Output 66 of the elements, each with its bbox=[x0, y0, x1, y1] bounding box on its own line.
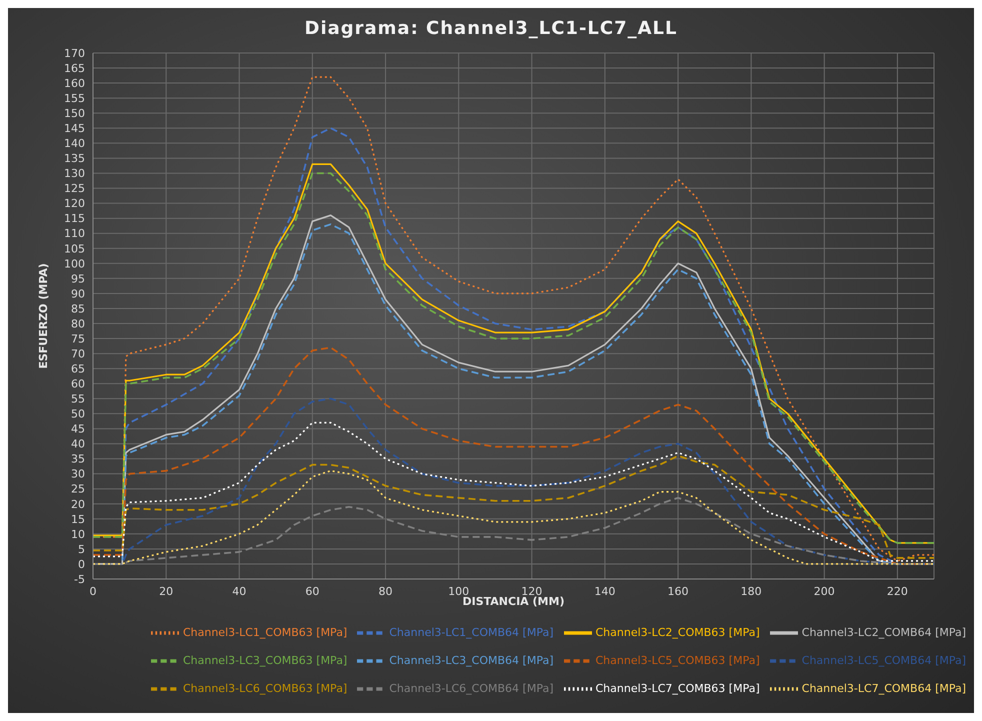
y-tick-label: 15 bbox=[71, 512, 85, 526]
legend-label: Channel3-LC7_COMB63 [MPa] bbox=[596, 682, 760, 696]
y-tick-label: 115 bbox=[64, 212, 85, 226]
y-tick-label: 145 bbox=[64, 122, 85, 136]
chart-title: Diagrama: Channel3_LC1-LC7_ALL bbox=[304, 18, 678, 39]
x-tick-label: 20 bbox=[159, 584, 174, 598]
legend-label: Channel3-LC3_COMB64 [MPa] bbox=[389, 654, 554, 668]
y-tick-label: 60 bbox=[71, 378, 85, 391]
y-tick-label: 45 bbox=[71, 422, 85, 436]
y-tick-label: 5 bbox=[78, 542, 85, 556]
y-tick-label: 160 bbox=[64, 76, 85, 90]
y-tick-label: 80 bbox=[71, 317, 85, 330]
y-tick-label: 10 bbox=[71, 528, 85, 541]
legend-label: Channel3-LC5_COMB63 [MPa] bbox=[596, 654, 760, 668]
y-tick-label: 0 bbox=[78, 558, 85, 571]
y-tick-label: 55 bbox=[71, 392, 85, 406]
y-tick-label: 50 bbox=[71, 408, 85, 421]
legend-label: Channel3-LC3_COMB63 [MPa] bbox=[182, 654, 348, 668]
y-tick-label: 130 bbox=[64, 167, 85, 180]
y-tick-label: 125 bbox=[64, 182, 85, 196]
legend-label: Channel3-LC7_COMB64 [MPa] bbox=[802, 682, 966, 696]
x-tick-label: 0 bbox=[90, 584, 96, 598]
y-tick-label: 100 bbox=[64, 257, 85, 270]
legend-label: Channel3-LC1_COMB64 [MPa] bbox=[389, 626, 554, 640]
x-tick-label: 180 bbox=[740, 584, 762, 598]
y-tick-label: 165 bbox=[64, 62, 85, 75]
y-tick-label: 30 bbox=[71, 468, 85, 481]
legend-label: Channel3-LC2_COMB63 [MPa] bbox=[596, 626, 760, 640]
y-tick-label: 150 bbox=[64, 107, 85, 120]
x-axis-title: DISTANCIA (MM) bbox=[462, 595, 564, 608]
x-tick-label: 40 bbox=[232, 584, 246, 598]
legend-label: Channel3-LC2_COMB64 [MPa] bbox=[802, 626, 966, 640]
y-tick-label: 135 bbox=[64, 152, 85, 166]
line-series bbox=[93, 454, 934, 559]
y-tick-label: 90 bbox=[71, 287, 85, 300]
legend-label: Channel3-LC6_COMB63 [MPa] bbox=[182, 682, 348, 696]
legend-label: Channel3-LC5_COMB64 [MPa] bbox=[802, 654, 966, 668]
x-tick-label: 60 bbox=[305, 584, 320, 598]
y-tick-label: 105 bbox=[64, 242, 85, 256]
legend-label: Channel3-LC6_COMB64 [MPa] bbox=[389, 682, 554, 696]
y-axis-title: ESFUERZO (MPA) bbox=[36, 263, 50, 369]
y-tick-label: 70 bbox=[71, 347, 85, 360]
x-tick-label: 80 bbox=[378, 584, 393, 598]
y-tick-label: 75 bbox=[71, 332, 85, 346]
y-tick-label: 140 bbox=[64, 137, 85, 150]
line-series bbox=[93, 470, 934, 565]
legend-label: Channel3-LC1_COMB63 [MPa] bbox=[182, 626, 348, 640]
y-tick-label: 85 bbox=[71, 302, 85, 316]
y-tick-label: 155 bbox=[64, 92, 85, 105]
y-tick-label: 40 bbox=[71, 438, 85, 451]
y-tick-label: 120 bbox=[64, 197, 85, 210]
y-tick-label: 110 bbox=[64, 227, 85, 240]
y-tick-label: 65 bbox=[71, 362, 85, 376]
x-tick-label: 140 bbox=[594, 584, 616, 598]
y-tick-label: 25 bbox=[71, 482, 85, 496]
y-tick-label: 170 bbox=[64, 46, 85, 60]
x-tick-label: 100 bbox=[448, 584, 470, 598]
y-tick-label: -5 bbox=[74, 572, 85, 586]
y-tick-label: 35 bbox=[71, 452, 85, 466]
line-series bbox=[93, 422, 934, 562]
x-tick-label: 200 bbox=[814, 584, 835, 598]
x-tick-label: 220 bbox=[886, 584, 908, 598]
x-tick-label: 120 bbox=[521, 584, 542, 598]
y-tick-label: 95 bbox=[71, 272, 85, 286]
y-tick-label: 20 bbox=[71, 498, 85, 511]
x-tick-label: 160 bbox=[668, 584, 689, 598]
